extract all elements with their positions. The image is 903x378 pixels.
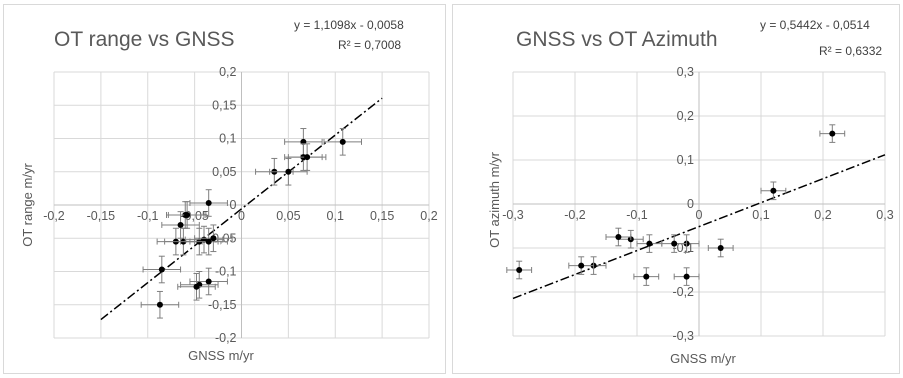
point-marker xyxy=(285,168,292,175)
point-marker xyxy=(683,273,690,280)
data-point xyxy=(189,227,228,256)
point-marker xyxy=(205,200,212,207)
x-tick-label: -0,2 xyxy=(43,209,65,223)
data-point xyxy=(167,201,207,229)
x-tick-label: 0 xyxy=(238,209,245,223)
y-tick-label: -0,2 xyxy=(215,331,237,345)
y-tick-label: 0,05 xyxy=(212,165,236,179)
x-axis-label: GNSS m/yr xyxy=(188,348,254,363)
data-point xyxy=(189,267,228,296)
data-point xyxy=(180,271,219,299)
y-axis-label: OT azimuth m/yr xyxy=(487,151,502,248)
r-squared-value: R² = 0,6332 xyxy=(819,44,882,58)
chart-panel-ot-range: OT range vs GNSS y = 1,1098x - 0,0058 R²… xyxy=(3,4,446,374)
x-tick-label: -0,15 xyxy=(87,209,116,223)
trendline-equation: y = 0,5442x - 0,0514 xyxy=(760,18,870,32)
data-point xyxy=(605,227,632,247)
data-point xyxy=(819,124,846,143)
azimuth-chart: GNSS vs OT Azimuth y = 0,5442x - 0,0514 … xyxy=(487,18,894,366)
x-tick-label: 0,2 xyxy=(814,208,831,222)
y-tick-label: -0,3 xyxy=(672,329,694,343)
trendline xyxy=(512,154,886,300)
data-point xyxy=(506,260,533,280)
x-axis-label: GNSS m/yr xyxy=(670,351,736,366)
x-tick-label: 0,05 xyxy=(276,209,300,223)
y-tick-label: -0,1 xyxy=(215,265,237,279)
point-marker xyxy=(193,283,200,290)
x-tick-label: -0,3 xyxy=(502,208,524,222)
chart-title: GNSS vs OT Azimuth xyxy=(516,28,718,51)
data-point xyxy=(568,256,595,275)
point-marker xyxy=(339,138,346,145)
x-tick-label: -0,1 xyxy=(626,208,648,222)
point-marker xyxy=(643,273,650,280)
y-tick-label: 0 xyxy=(230,198,237,212)
data-point xyxy=(673,267,700,286)
point-marker xyxy=(717,245,724,251)
x-tick-label: 0,15 xyxy=(370,209,394,223)
point-marker xyxy=(304,154,311,161)
r-squared-value: R² = 0,7008 xyxy=(338,38,401,52)
data-point xyxy=(269,157,308,186)
point-marker xyxy=(158,266,165,273)
x-tick-label: -0,2 xyxy=(564,208,586,222)
point-marker xyxy=(205,278,212,285)
point-marker xyxy=(829,130,836,137)
x-tick-label: 0 xyxy=(696,208,703,222)
data-point xyxy=(161,211,200,239)
x-tick-label: 0,2 xyxy=(420,209,437,223)
y-tick-label: 0,1 xyxy=(677,153,694,167)
point-marker xyxy=(646,240,653,247)
y-tick-label: -0,15 xyxy=(208,298,237,312)
trendline xyxy=(100,97,383,321)
point-marker xyxy=(578,262,585,269)
y-axis-label: OT range m/yr xyxy=(20,163,35,247)
y-tick-label: 0,15 xyxy=(212,98,236,112)
x-tick-label: 0,1 xyxy=(752,208,769,222)
point-marker xyxy=(770,187,777,194)
chart-title: OT range vs GNSS xyxy=(54,28,235,51)
data-point xyxy=(707,238,734,258)
data-point xyxy=(140,290,180,319)
point-marker xyxy=(177,221,184,228)
y-tick-label: 0,3 xyxy=(677,65,694,79)
y-tick-label: 0,2 xyxy=(219,65,236,79)
point-marker xyxy=(184,211,191,218)
data-point xyxy=(636,234,663,253)
data-point xyxy=(661,234,688,253)
y-tick-label: -0,2 xyxy=(672,285,694,299)
data-point xyxy=(760,181,787,201)
point-marker xyxy=(671,240,678,247)
point-marker xyxy=(615,234,622,240)
data-point xyxy=(177,272,216,301)
point-marker xyxy=(516,267,523,273)
data-point xyxy=(633,267,660,286)
point-marker xyxy=(210,235,217,242)
x-tick-label: 0,1 xyxy=(327,209,344,223)
y-tick-label: 0,1 xyxy=(219,132,236,146)
x-tick-label: 0,3 xyxy=(876,208,893,222)
data-point xyxy=(142,255,182,284)
data-point xyxy=(323,128,362,156)
data-point xyxy=(189,189,228,217)
ot-range-chart: OT range vs GNSS y = 1,1098x - 0,0058 R²… xyxy=(20,18,438,363)
point-marker xyxy=(156,301,163,308)
point-marker xyxy=(205,238,212,245)
x-tick-label: -0,1 xyxy=(137,209,159,223)
y-tick-label: 0 xyxy=(687,197,694,211)
data-point xyxy=(194,224,233,253)
y-tick-label: 0,2 xyxy=(677,109,694,123)
trendline-equation: y = 1,1098x - 0,0058 xyxy=(294,18,404,32)
chart-panel-azimuth: GNSS vs OT Azimuth y = 0,5442x - 0,0514 … xyxy=(452,4,900,374)
